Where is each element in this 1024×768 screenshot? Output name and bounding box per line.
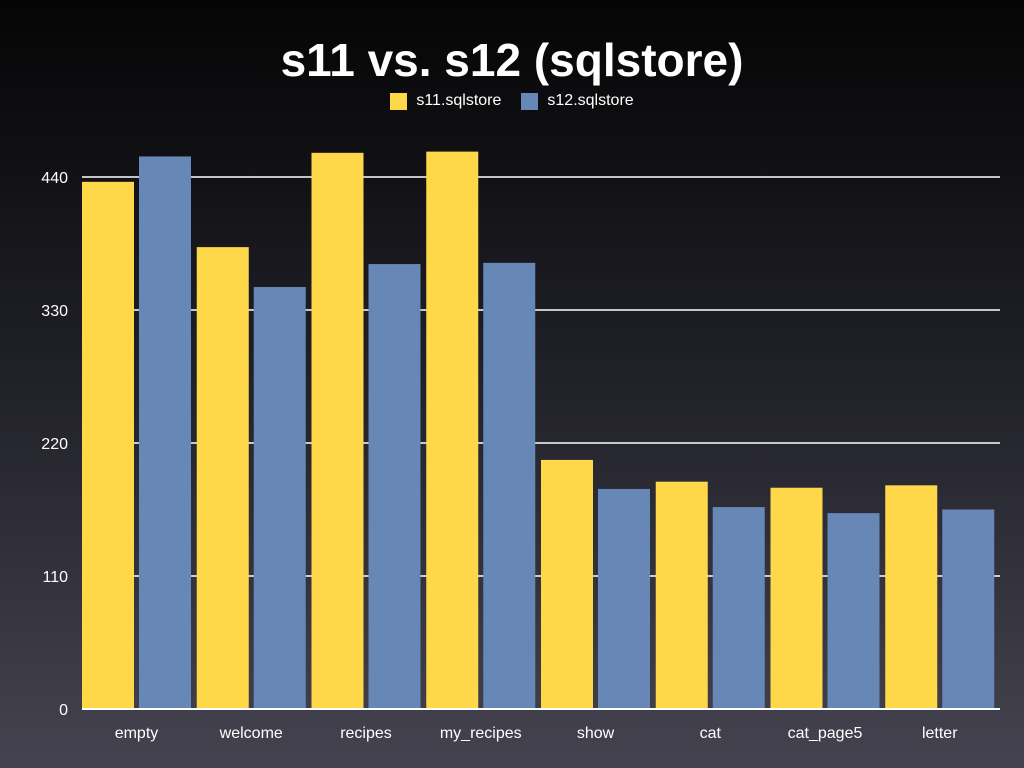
bar-my_recipes-series-1 [426, 151, 479, 710]
legend-swatch-s12 [521, 92, 539, 110]
y-tick-label-440: 440 [41, 170, 68, 187]
y-tick-label-110: 110 [42, 569, 68, 586]
x-tick-label-cat: cat [700, 725, 722, 742]
bar-empty-series-2 [139, 156, 191, 710]
bar-my_recipes-series-2 [483, 262, 536, 709]
x-tick-label-letter: letter [922, 725, 958, 742]
chart-title: s11 vs. s12 (sqlstore) [280, 34, 744, 86]
legend-label-s12: s12.sqlstore [547, 92, 634, 109]
bar-cat-series-1 [655, 481, 708, 709]
legend-item-s12: s12.sqlstore [521, 92, 634, 110]
x-tick-label-welcome: welcome [219, 725, 283, 742]
legend-item-s11: s11.sqlstore [390, 92, 501, 110]
x-tick-label-empty: empty [115, 725, 159, 742]
legend-swatch-s11 [390, 92, 408, 110]
bar-cat_page5-series-2 [827, 513, 880, 709]
bar-cat-series-2 [712, 507, 765, 709]
x-tick-label-cat_page5: cat_page5 [788, 725, 863, 742]
bar-cat_page5-series-1 [770, 487, 823, 709]
y-tick-label-330: 330 [41, 303, 68, 320]
x-tick-label-my_recipes: my_recipes [440, 725, 522, 742]
tick-labels: 0 110 220 330 440 empty welcome recipes my_recip… [41, 170, 958, 742]
bar-welcome-series-2 [253, 287, 306, 709]
legend-label-s11: s11.sqlstore [416, 92, 502, 109]
bar-recipes-series-1 [311, 152, 364, 709]
bar-welcome-series-1 [196, 247, 249, 710]
x-tick-label-recipes: recipes [340, 725, 392, 742]
y-tick-label-0: 0 [59, 702, 68, 719]
y-tick-label-220: 220 [41, 436, 68, 453]
bar-show-series-2 [598, 488, 650, 709]
bar-letter-series-2 [942, 509, 995, 709]
chart-legend: s11.sqlstore s12.sqlstore [0, 92, 1024, 110]
bar-empty-series-1 [82, 181, 134, 709]
bar-show-series-1 [541, 459, 593, 709]
x-tick-label-show: show [577, 725, 615, 742]
bar-recipes-series-2 [368, 264, 421, 709]
bar-letter-series-1 [885, 485, 938, 709]
bars [82, 151, 995, 710]
